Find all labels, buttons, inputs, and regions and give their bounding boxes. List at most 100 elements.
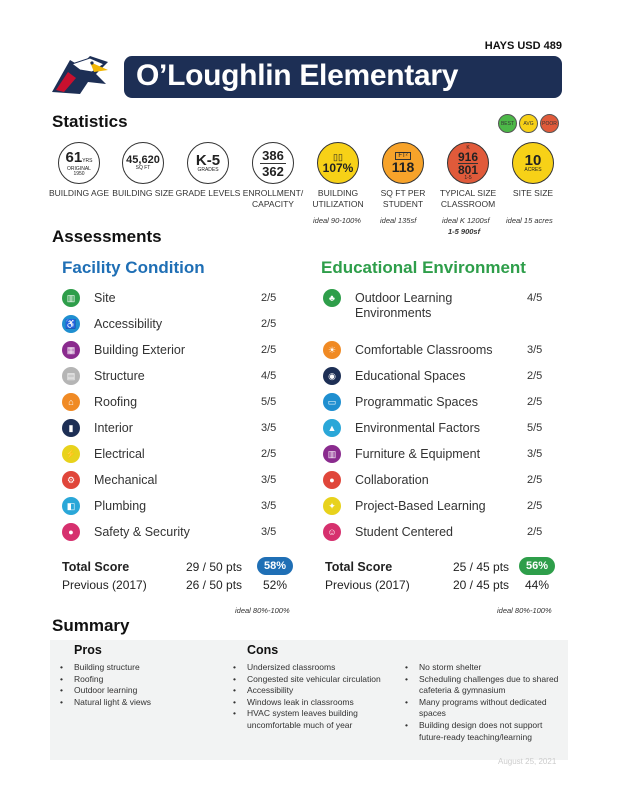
facility-previous-label: Previous (2017) [62,578,147,592]
assessment-score: 2/5 [527,500,543,512]
pros-heading: Pros [74,643,102,657]
brick-wall-icon: ▦ [62,341,80,359]
stat-circle: FT² 118 [382,142,424,184]
assessment-row: ▥ Site 2/5 [62,288,291,308]
stat-label: BUILDING UTILIZATION [312,188,364,209]
assessment-row: ● Safety & Security 3/5 [62,522,291,542]
cons-list-left: Undersized classroomsCongested site vehi… [233,662,383,732]
stat-value: 45,620 [126,154,160,166]
stat-label: SITE SIZE [512,188,554,198]
stat-value: 61 [65,148,83,166]
stat-circle: ▯▯ 107% [317,142,359,184]
stat-value: 107% [322,160,354,175]
school-title: O’Loughlin Elementary [136,59,459,92]
stat-grade-levels: K-5 GRADES GRADE LEVELS [173,142,243,199]
facility-ideal: ideal 80%-100% [235,606,290,615]
assessment-label: Programmatic Spaces [355,395,478,409]
stat-building-age: 61YRS ORIGINAL 1950 BUILDING AGE [44,142,114,199]
graduation-cap-icon: ▲ [323,419,341,437]
stat-circle: 386 362 [252,142,294,184]
stat-label: SQ FT PER STUDENT [380,188,426,209]
ideal-classroom-1-5: 1-5 900sf [448,227,481,236]
assessment-score: 2/5 [527,474,543,486]
stat-unit: FT² [395,152,411,160]
stat-site-size: 10 ACRES SITE SIZE [498,142,568,199]
ideal-site-size: ideal 15 acres [506,216,553,225]
educational-total-percent: 56% [519,557,555,575]
stat-typical-classroom: K 916 801 1-5 TYPICAL SIZE CLASSROOM [433,142,503,210]
assessment-row: ▥ Furniture & Equipment 3/5 [323,444,557,464]
facility-condition-title: Facility Condition [62,258,205,277]
ideal-sqft-student: ideal 135sf [380,216,417,225]
assessment-row: ☺ Student Centered 2/5 [323,522,557,542]
assessment-score: 2/5 [527,370,543,382]
summary-bullet: Windows leak in classrooms [233,697,383,709]
assessment-row: ◉ Educational Spaces 2/5 [323,366,557,386]
stat-k-label: K [466,144,470,151]
cons-list-right: No storm shelterScheduling challenges du… [405,662,565,743]
stat-1-5-label: 1-5 [464,174,472,181]
stat-building-utilization: ▯▯ 107% BUILDING UTILIZATION [303,142,373,210]
facility-previous-score: 26 / 50 pts [186,578,243,592]
assessment-row: ⌂ Roofing 5/5 [62,392,291,412]
stat-capacity: 362 [262,163,284,179]
stat-unit: SQ FT [135,165,151,171]
stat-circle: 45,620 SQ FT [122,142,164,184]
plug-icon: ⚡ [62,445,80,463]
summary-bullet: Roofing [60,674,220,686]
stat-sub: ORIGINAL 1950 [67,165,91,177]
summary-bullet: Undersized classrooms [233,662,383,674]
legend-best: BEST [498,114,517,133]
summary-bullet: Building design does not support future-… [405,720,565,743]
assessment-score: 3/5 [261,526,277,538]
assessment-row: ▲ Environmental Factors 5/5 [323,418,557,438]
facility-total-label: Total Score [62,560,129,574]
assessments-heading: Assessments [52,227,162,246]
stat-k-value: 916 [457,149,479,164]
summary-bullet: No storm shelter [405,662,565,674]
globe-icon: ◉ [323,367,341,385]
stat-enrollment: 386 [260,147,286,164]
stat-value: 10 [524,152,542,169]
stat-label: TYPICAL SIZE CLASSROOM [439,188,497,209]
eagle-mascot-logo [52,56,108,94]
structure-icon: ▤ [62,367,80,385]
roof-icon: ⌂ [62,393,80,411]
stat-unit: YRS [82,157,93,164]
stat-label: ENROLLMENT/ CAPACITY [242,188,304,209]
legend-poor: POOR [540,114,559,133]
assessment-label: Student Centered [355,525,453,539]
ideal-utilization: ideal 90-100% [313,216,361,225]
assessment-row: ▮ Interior 3/5 [62,418,291,438]
summary-bullet: Outdoor learning [60,685,220,697]
summary-bullet: Natural light & views [60,697,220,709]
people-icon: ● [323,471,341,489]
assessment-label: Electrical [94,447,145,461]
school-title-bar: O’Loughlin Elementary [124,56,562,98]
cons-heading: Cons [247,643,279,657]
furniture-icon: ▥ [323,445,341,463]
sun-icon: ☀ [323,341,341,359]
facility-previous-percent: 52% [263,578,288,592]
assessment-label: Environmental Factors [355,421,481,435]
assessment-row: ◧ Plumbing 3/5 [62,496,291,516]
assessment-label: Project-Based Learning [355,499,486,513]
people-icon: ▯▯ [333,151,343,162]
statistics-heading: Statistics [52,112,128,131]
assessment-row: ☀ Comfortable Classrooms 3/5 [323,340,557,360]
summary-bullet: HVAC system leaves building uncomfortabl… [233,708,383,731]
assessment-score: 3/5 [527,344,543,356]
stat-sqft-per-student: FT² 118 SQ FT PER STUDENT [368,142,438,210]
report-date: August 25, 2021 [498,757,557,766]
summary-heading: Summary [52,616,130,635]
assessment-row: ♿ Accessibility 2/5 [62,314,291,334]
educational-total-label: Total Score [325,560,392,574]
stat-unit: ACRES [524,167,542,173]
legend-avg: AVG [519,114,538,133]
assessment-row: ▤ Structure 4/5 [62,366,291,386]
wheelchair-icon: ♿ [62,315,80,333]
stat-label: GRADE LEVELS [175,188,241,198]
assessment-label: Plumbing [94,499,147,513]
assessment-score: 4/5 [527,292,543,304]
assessment-score: 2/5 [261,292,277,304]
